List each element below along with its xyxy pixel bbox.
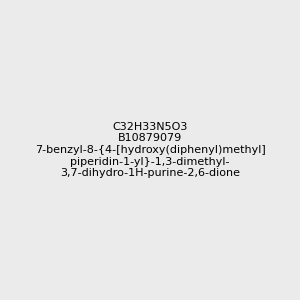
Text: C32H33N5O3
B10879079
7-benzyl-8-{4-[hydroxy(diphenyl)methyl]
piperidin-1-yl}-1,3: C32H33N5O3 B10879079 7-benzyl-8-{4-[hydr… xyxy=(34,122,266,178)
